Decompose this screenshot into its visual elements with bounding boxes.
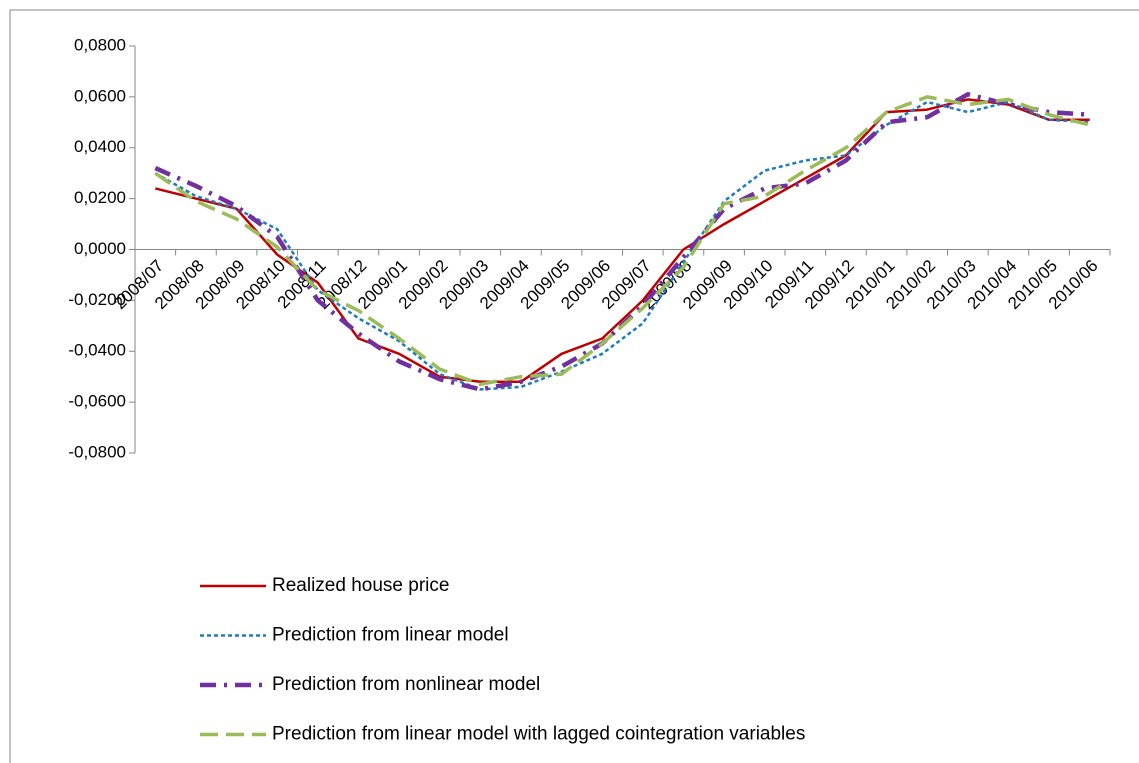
series-line	[154, 95, 1091, 387]
y-tick-label: 0,0000	[74, 239, 126, 258]
y-tick-label: -0,0400	[68, 341, 126, 360]
y-tick-label: 0,0800	[74, 35, 126, 54]
y-tick-label: 0,0400	[74, 137, 126, 156]
y-tick-label: 0,0600	[74, 86, 126, 105]
legend-label: Prediction from nonlinear model	[272, 674, 540, 695]
y-tick-label: -0,0800	[68, 442, 126, 461]
y-tick-label: -0,0600	[68, 392, 126, 411]
series-line	[154, 92, 1090, 392]
y-tick-label: -0,0200	[68, 290, 126, 309]
y-tick-label: 0,0200	[74, 188, 126, 207]
series-line	[154, 98, 1090, 384]
series-line	[154, 100, 1090, 391]
legend-label: Realized house price	[272, 575, 449, 596]
legend-label: Prediction from linear model with lagged…	[272, 724, 805, 745]
chart-border	[9, 9, 1139, 763]
legend-label: Prediction from linear model	[272, 625, 509, 646]
